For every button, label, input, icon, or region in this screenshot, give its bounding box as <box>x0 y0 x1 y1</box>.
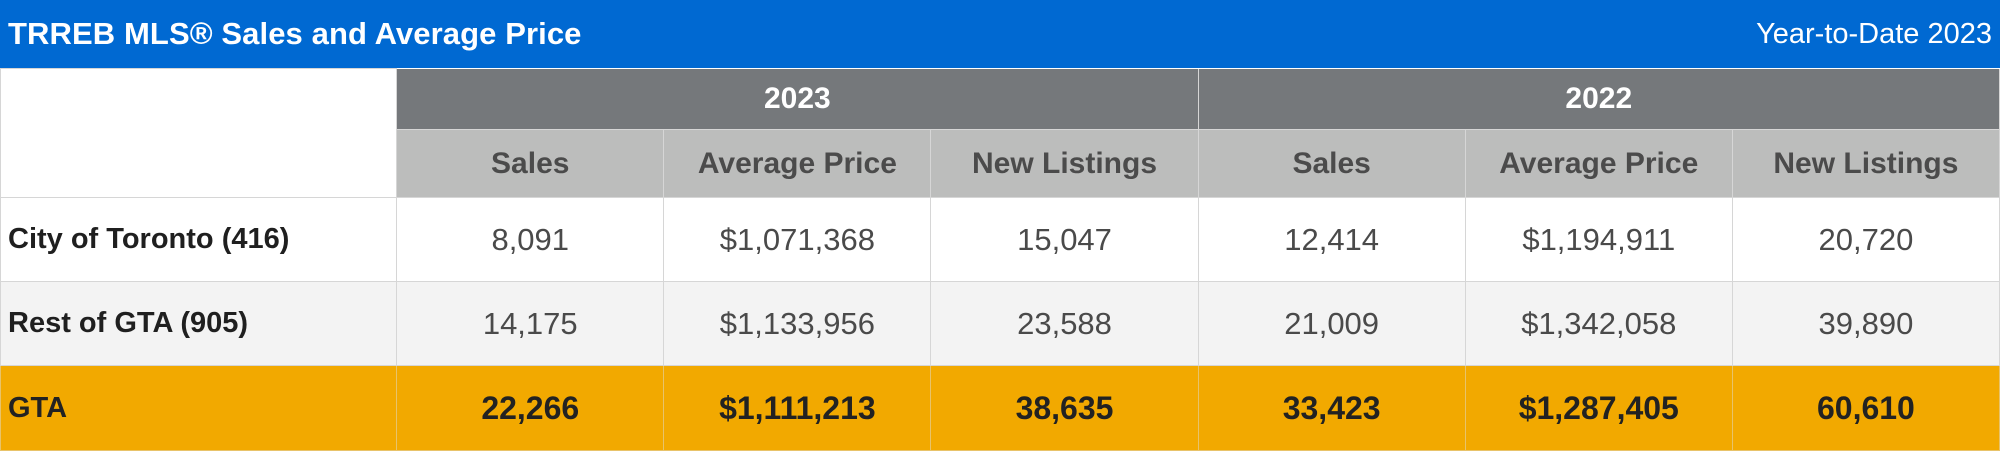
corner-cell <box>0 68 398 198</box>
table-cell: 22,266 <box>396 365 665 451</box>
column-header-sales-2023: Sales <box>396 129 665 198</box>
table-cell: 12,414 <box>1197 197 1466 282</box>
table-cell: 8,091 <box>396 197 665 282</box>
year-header-row: 2023 2022 <box>0 68 2000 198</box>
table-cell: $1,342,058 <box>1464 281 1733 366</box>
table-cell: 21,009 <box>1197 281 1466 366</box>
table-cell: 33,423 <box>1197 365 1466 451</box>
table-cell: 39,890 <box>1731 281 2000 366</box>
table-header-bar: TRREB MLS® Sales and Average Price Year-… <box>0 0 2000 68</box>
column-header-average-price-2023: Average Price <box>663 129 932 198</box>
table-cell: 15,047 <box>930 197 1199 282</box>
row-label-city-of-toronto: City of Toronto (416) <box>0 197 398 282</box>
table-row: City of Toronto (416) 8,091 $1,071,368 1… <box>0 197 2000 282</box>
sales-table: 2023 2022 Sales Average Price New Listin… <box>0 68 2000 451</box>
table-cell: 20,720 <box>1731 197 2000 282</box>
table-cell: 14,175 <box>396 281 665 366</box>
table-period: Year-to-Date 2023 <box>1756 17 1992 50</box>
total-row: GTA 22,266 $1,111,213 38,635 33,423 $1,2… <box>0 365 2000 451</box>
column-header-average-price-2022: Average Price <box>1464 129 1733 198</box>
table-cell: 60,610 <box>1731 365 2000 451</box>
table-cell: 23,588 <box>930 281 1199 366</box>
column-header-row: Sales Average Price New Listings Sales A… <box>1 129 2000 198</box>
row-label-rest-of-gta: Rest of GTA (905) <box>0 281 398 366</box>
table-cell: $1,071,368 <box>663 197 932 282</box>
year-header-2023: 2023 <box>396 68 1199 130</box>
table-title: TRREB MLS® Sales and Average Price <box>8 16 582 51</box>
table-cell: 38,635 <box>930 365 1199 451</box>
table-cell: $1,287,405 <box>1464 365 1733 451</box>
column-header-sales-2022: Sales <box>1197 129 1466 198</box>
year-header-2022: 2022 <box>1197 68 2000 130</box>
column-header-new-listings-2022: New Listings <box>1731 129 2000 198</box>
table-cell: $1,133,956 <box>663 281 932 366</box>
table-cell: $1,194,911 <box>1464 197 1733 282</box>
row-label-gta: GTA <box>0 365 398 451</box>
table-cell: $1,111,213 <box>663 365 932 451</box>
column-header-new-listings-2023: New Listings <box>930 129 1199 198</box>
table-row: Rest of GTA (905) 14,175 $1,133,956 23,5… <box>0 281 2000 366</box>
